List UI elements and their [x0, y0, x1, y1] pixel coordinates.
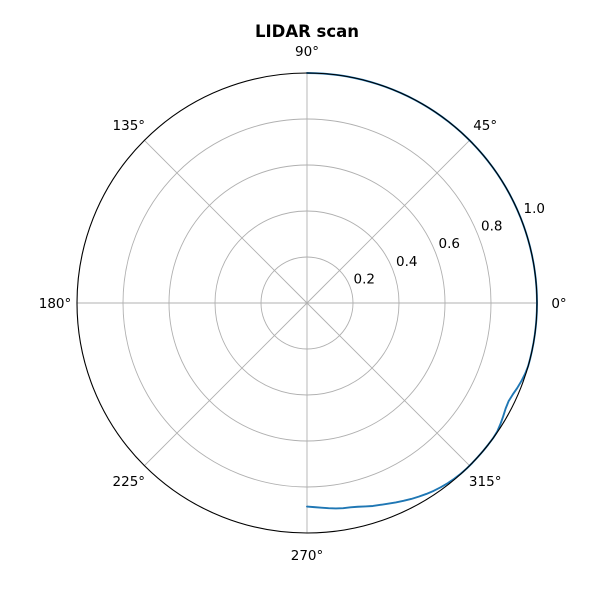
theta-tick-label-7: 315°: [469, 474, 502, 490]
theta-tick-label-1: 45°: [473, 118, 497, 134]
theta-gridline-7: [306, 302, 470, 466]
theta-tick-label-3: 135°: [113, 118, 146, 134]
theta-gridline-1: [306, 140, 470, 304]
theta-tick-label-4: 180°: [39, 296, 72, 312]
theta-tick-label-6: 270°: [291, 548, 324, 564]
r-tick-label-0: 0.2: [353, 271, 374, 287]
theta-gridline-3: [144, 140, 308, 304]
r-tick-label-2: 0.6: [438, 236, 459, 252]
grid-layer: [77, 73, 537, 533]
tick-labels: 0° 45° 90° 135° 180° 225° 270° 315° 0.2 0.4 0.6 0.8…: [39, 44, 567, 564]
chart-title: LIDAR scan: [255, 22, 359, 41]
theta-tick-label-5: 225°: [113, 474, 146, 490]
theta-tick-label-0: 0°: [551, 296, 566, 312]
r-tick-label-1: 0.4: [396, 254, 417, 270]
series-layer: [306, 72, 538, 510]
theta-gridline-5: [144, 302, 308, 466]
series-line-0: [306, 72, 538, 510]
theta-tick-label-2: 90°: [295, 44, 319, 60]
r-tick-label-4: 1.0: [523, 201, 544, 217]
r-tick-label-3: 0.8: [481, 219, 502, 235]
polar-frame: [76, 72, 538, 534]
